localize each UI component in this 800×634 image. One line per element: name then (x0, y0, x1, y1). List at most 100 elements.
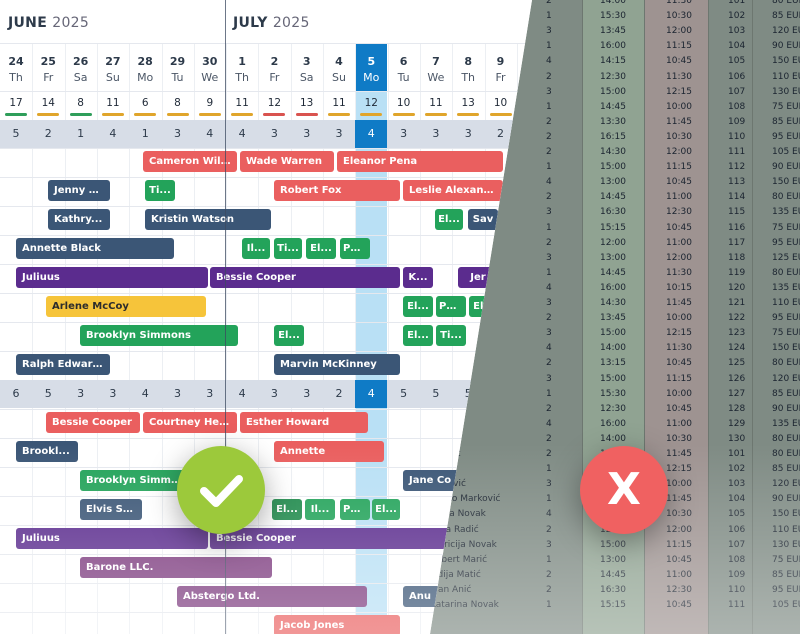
cell-n: 2 (546, 71, 552, 82)
day-number[interactable]: 27 (105, 55, 121, 68)
booking-event[interactable]: Brookl... (16, 441, 78, 462)
booking-event[interactable]: Annette Black (16, 238, 174, 259)
day-number[interactable]: 8 (464, 55, 473, 68)
cell-b: 10:30 (666, 433, 692, 444)
cell-a: 15:00 (600, 162, 626, 173)
booking-event[interactable]: Ti... (145, 180, 175, 201)
booking-event[interactable]: Brooklyn Simmons (80, 470, 190, 491)
booking-event[interactable]: Jane Co (403, 470, 463, 491)
cell-id: 107 (728, 86, 746, 97)
day-number[interactable]: 4 (335, 55, 343, 68)
cell-n: 4 (546, 282, 552, 293)
booking-event[interactable]: Cameron Willi... (143, 151, 237, 172)
booking-event[interactable]: Bessie Cooper (46, 412, 140, 433)
grid-row-line (0, 206, 532, 207)
booking-event[interactable]: El... (372, 499, 400, 520)
booking-event[interactable]: Wade Warren (240, 151, 334, 172)
booking-event[interactable]: Marvin McKinney (274, 354, 400, 375)
day-number[interactable]: 25 (40, 55, 56, 68)
booking-event[interactable]: Esther Howard (240, 412, 368, 433)
booking-event[interactable]: Ti... (274, 238, 302, 259)
booking-event[interactable]: El... (403, 325, 433, 346)
booking-event[interactable]: Arlene McCoy (46, 296, 206, 317)
booking-event[interactable]: Courtney Henry (143, 412, 237, 433)
booking-event[interactable]: Barone LLC. (80, 557, 272, 578)
today-header[interactable] (355, 43, 388, 91)
day-number[interactable]: 1 (238, 55, 246, 68)
booking-event[interactable]: El... (435, 209, 463, 230)
booking-event[interactable]: El... (403, 296, 433, 317)
cell-b: 12:30 (666, 584, 692, 595)
day-number[interactable]: 9 (496, 55, 505, 68)
booking-event[interactable]: Abstergo Ltd. (177, 586, 367, 607)
occupancy-bar (489, 113, 512, 116)
cell-n: 1 (546, 41, 552, 52)
booking-event[interactable]: Elvis Sr ... (80, 499, 142, 520)
availability-count: 5 (464, 387, 472, 400)
booking-event[interactable]: Bessie Cooper (210, 267, 400, 288)
booking-event[interactable]: Ti... (436, 325, 466, 346)
grid-row-line (0, 293, 532, 294)
booking-event[interactable]: Il... (305, 499, 335, 520)
booking-event[interactable]: Bessie Cooper (210, 528, 470, 549)
day-number[interactable]: 5 (367, 55, 376, 68)
day-number[interactable]: 30 (202, 55, 218, 68)
cell-id: 104 (728, 41, 746, 52)
cell-a: 14:15 (600, 56, 626, 67)
booking-event[interactable]: Eleanor Pena (337, 151, 503, 172)
booking-event[interactable]: Ralph Edwards (16, 354, 110, 375)
booking-event[interactable]: Leslie Alexander (403, 180, 503, 201)
booking-event[interactable]: El... (306, 238, 336, 259)
booking-event[interactable]: El... (274, 325, 304, 346)
booking-event[interactable]: Brooklyn Simmons (80, 325, 238, 346)
cell-b: 10:45 (666, 222, 692, 233)
day-number[interactable]: 24 (8, 55, 24, 68)
day-number[interactable]: 29 (169, 55, 186, 68)
cell-n: 2 (546, 449, 552, 459)
booking-event[interactable]: Po... (340, 499, 370, 520)
day-number[interactable]: 6 (399, 55, 408, 68)
availability-count: 3 (109, 387, 117, 400)
cell-n: 2 (546, 237, 552, 248)
booking-event[interactable]: Po... (340, 238, 370, 259)
column-divider (644, 0, 645, 634)
booking-event[interactable]: El... (272, 499, 302, 520)
cell-id: 128 (728, 403, 746, 414)
day-number[interactable]: 26 (72, 55, 89, 68)
booking-event[interactable]: Po... (436, 296, 466, 317)
availability-count: 2 (44, 127, 52, 140)
cell-n: 1 (546, 464, 552, 475)
day-number[interactable]: 28 (137, 55, 153, 68)
occupancy-bar (231, 113, 254, 116)
day-name: Sa (73, 71, 88, 84)
booking-event[interactable]: Il... (242, 238, 270, 259)
cell-id: 129 (728, 418, 746, 429)
cell-b: 10:00 (666, 101, 692, 112)
cell-name: Marko Marković (430, 494, 501, 505)
day-booking-count: 10 (493, 97, 508, 109)
booking-event[interactable]: Kathry... (48, 209, 110, 230)
booking-event[interactable]: Robert Fox (274, 180, 400, 201)
booking-event[interactable]: K... (403, 267, 433, 288)
month-divider (225, 0, 226, 634)
day-number[interactable]: 7 (432, 55, 440, 68)
cell-b: 12:15 (666, 464, 692, 475)
booking-event[interactable]: Jenny Wil... (48, 180, 110, 201)
booking-event[interactable]: Juliuus (16, 267, 208, 288)
today-availability-cell (355, 380, 388, 408)
cell-n: 2 (546, 0, 552, 6)
day-number[interactable]: 3 (302, 55, 311, 68)
booking-event[interactable]: Juliuus (16, 528, 208, 549)
cell-id: 103 (728, 479, 746, 490)
booking-event[interactable]: Sav (468, 209, 498, 230)
cell-p: 135 EUR (772, 282, 800, 293)
booking-event[interactable]: Jacob Jones (274, 615, 400, 634)
day-name: Th (461, 71, 476, 84)
day-number[interactable]: 2 (270, 55, 279, 68)
booking-event[interactable]: Annette (274, 441, 384, 462)
cell-name: Katarina Novak (430, 600, 499, 610)
booking-event[interactable]: Anu (403, 586, 443, 607)
cell-p: 110 EUR (772, 298, 800, 308)
booking-event[interactable]: Kristin Watson (145, 209, 271, 230)
